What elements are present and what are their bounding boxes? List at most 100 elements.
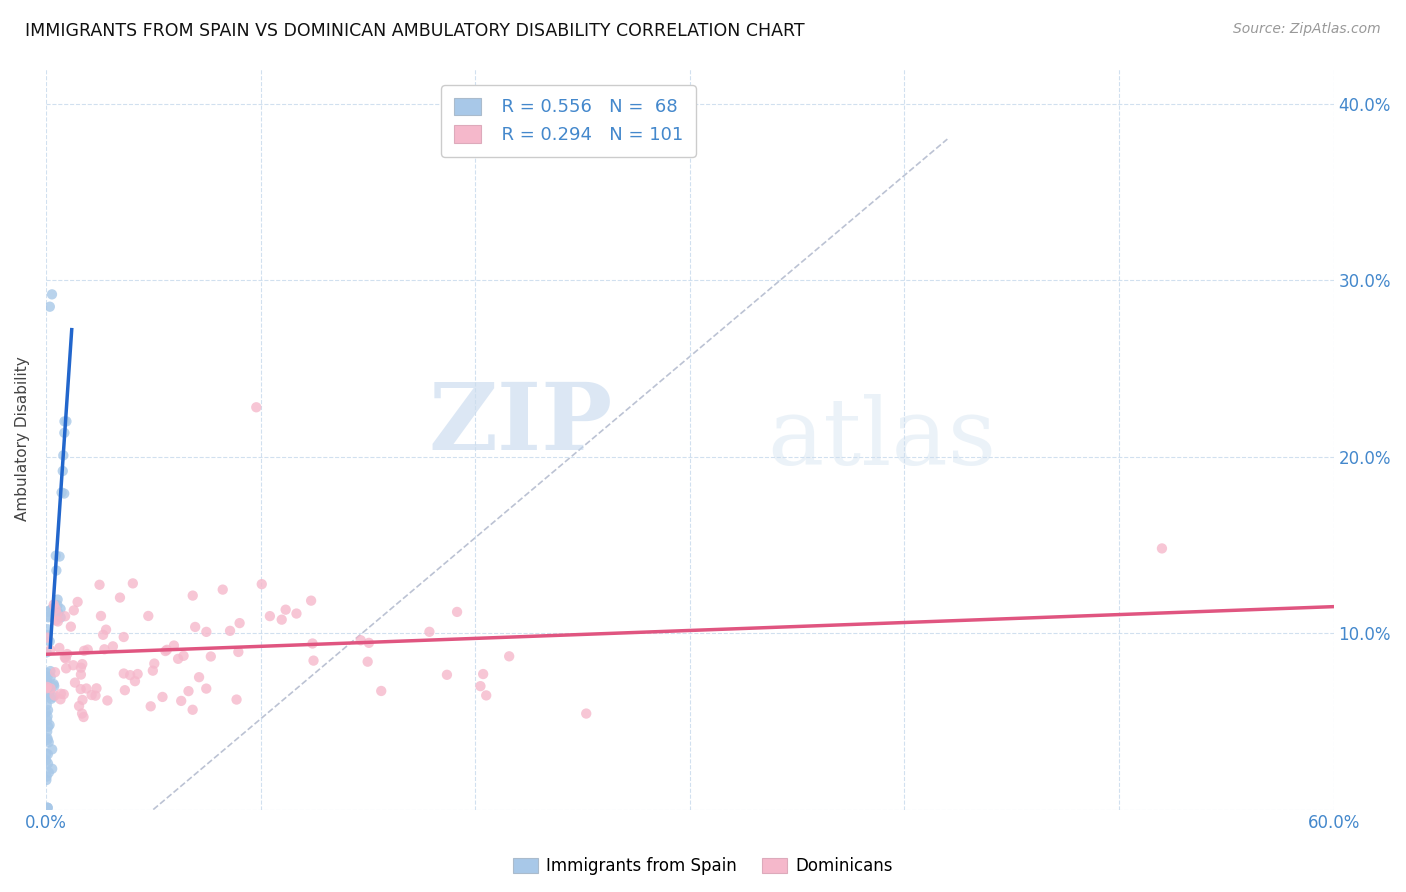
Point (436, 667, 458, 681)
Point (37, 628, 59, 642)
Point (38, 735, 60, 749)
Point (1150, 541, 1173, 556)
Point (44, 679, 66, 693)
Point (38, 300, 60, 314)
Point (446, 605, 468, 619)
Point (39, 682, 62, 697)
Point (357, 636, 380, 650)
Point (136, 609, 159, 624)
Point (498, 649, 520, 664)
Point (38, 765, 60, 780)
Point (285, 607, 308, 621)
Point (72, 710, 94, 724)
Point (143, 657, 166, 671)
Point (37, 801, 59, 815)
Point (46, 598, 69, 612)
Point (155, 644, 177, 658)
Point (93, 642, 115, 657)
Point (250, 577, 273, 591)
Point (37, 724, 59, 739)
Point (270, 613, 292, 627)
Point (37, 622, 59, 636)
Point (53, 650, 76, 665)
Point (67, 698, 90, 713)
Point (472, 667, 495, 681)
Point (37, 801, 59, 815)
Point (66, 595, 89, 609)
Point (42, 677, 65, 691)
Point (37, 610, 59, 624)
Point (38, 609, 60, 624)
Point (41, 762, 63, 776)
Point (470, 679, 492, 693)
Text: atlas: atlas (768, 394, 997, 484)
Point (370, 684, 392, 698)
Point (84, 689, 107, 703)
Point (35, 680, 58, 694)
Point (42, 598, 65, 612)
Point (37, 720, 59, 734)
Point (112, 630, 135, 644)
Point (188, 670, 211, 684)
Point (75, 681, 97, 696)
Point (177, 684, 200, 698)
Point (53, 425, 76, 440)
Point (114, 683, 136, 698)
Point (195, 681, 218, 696)
Point (48, 549, 70, 564)
Point (124, 674, 146, 689)
Point (35, 645, 58, 659)
Point (35, 753, 58, 767)
Point (37, 733, 59, 747)
Point (475, 689, 498, 703)
Point (48, 640, 70, 655)
Text: IMMIGRANTS FROM SPAIN VS DOMINICAN AMBULATORY DISABILITY CORRELATION CHART: IMMIGRANTS FROM SPAIN VS DOMINICAN AMBUL… (25, 22, 804, 40)
Point (52, 449, 75, 463)
Point (37, 605, 59, 619)
Point (53, 486, 76, 500)
Point (51, 485, 73, 500)
Point (49, 687, 72, 701)
Point (299, 593, 322, 607)
Y-axis label: Ambulatory Disability: Ambulatory Disability (15, 357, 30, 522)
Point (37, 709, 59, 723)
Point (56, 647, 79, 661)
Point (62, 603, 84, 617)
Point (73, 644, 96, 658)
Point (35, 665, 58, 680)
Point (59, 620, 82, 634)
Point (44, 689, 66, 703)
Point (37, 731, 59, 746)
Point (35, 713, 58, 727)
Point (302, 654, 325, 668)
Point (45, 602, 67, 616)
Point (112, 666, 135, 681)
Point (37, 688, 59, 702)
Point (53, 609, 76, 624)
Point (195, 624, 218, 639)
Point (200, 649, 222, 664)
Point (35, 674, 58, 689)
Point (575, 706, 598, 721)
Point (120, 668, 142, 682)
Point (72, 657, 94, 672)
Point (52, 464, 75, 478)
Point (90, 609, 112, 624)
Point (45, 614, 67, 628)
Point (42, 690, 65, 704)
Point (44, 665, 66, 680)
Point (170, 694, 193, 708)
Point (39, 691, 62, 706)
Point (37, 631, 59, 645)
Point (63, 675, 86, 690)
Point (96, 693, 118, 707)
Point (37, 801, 59, 815)
Point (108, 591, 131, 605)
Point (49, 602, 72, 616)
Point (70, 661, 93, 675)
Point (181, 703, 204, 717)
Point (35, 706, 58, 720)
Point (45, 549, 67, 563)
Point (86, 681, 108, 696)
Point (350, 633, 373, 648)
